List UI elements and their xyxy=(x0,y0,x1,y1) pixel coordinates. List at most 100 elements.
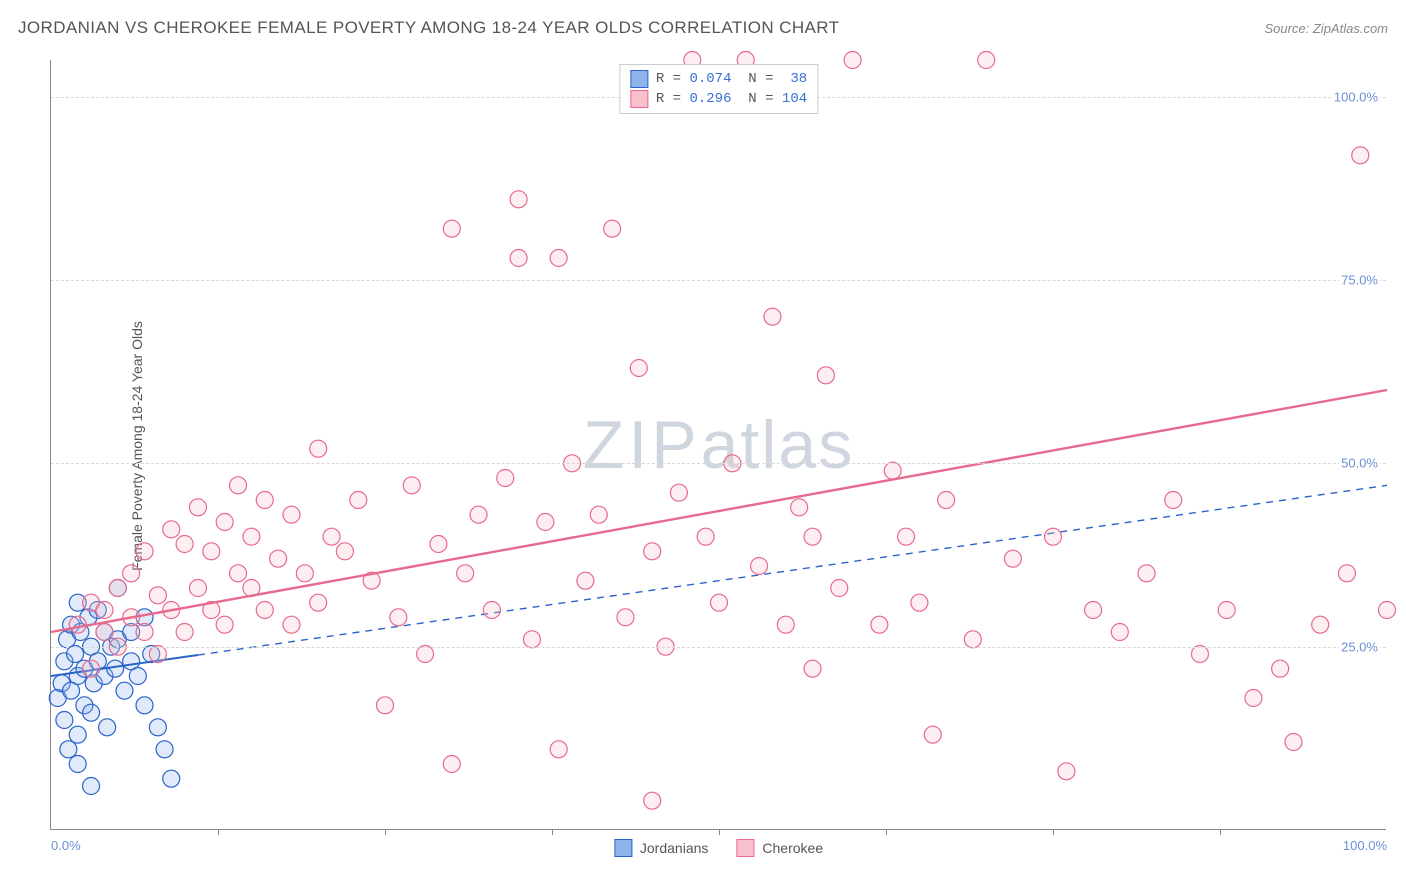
data-point xyxy=(1085,602,1102,619)
data-point xyxy=(978,52,995,69)
data-point xyxy=(230,477,247,494)
x-tick-label: 0.0% xyxy=(51,838,81,853)
data-point xyxy=(777,616,794,633)
data-point xyxy=(69,726,86,743)
data-point xyxy=(844,52,861,69)
legend-swatch xyxy=(614,839,632,857)
data-point xyxy=(1058,763,1075,780)
data-point xyxy=(457,565,474,582)
data-point xyxy=(924,726,941,743)
y-tick-label: 100.0% xyxy=(1332,89,1380,104)
data-point xyxy=(510,250,527,267)
data-point xyxy=(1218,602,1235,619)
data-point xyxy=(617,609,634,626)
data-point xyxy=(67,646,84,663)
data-point xyxy=(83,704,100,721)
data-point xyxy=(523,631,540,648)
data-point xyxy=(470,506,487,523)
data-point xyxy=(550,250,567,267)
data-point xyxy=(123,565,140,582)
data-point xyxy=(1379,602,1396,619)
scatter-chart: ZIPatlas R = 0.074 N = 38R = 0.296 N = 1… xyxy=(50,60,1386,830)
data-point xyxy=(764,308,781,325)
data-point xyxy=(189,499,206,516)
data-point xyxy=(216,514,233,531)
data-point xyxy=(149,719,166,736)
x-tick xyxy=(218,829,219,835)
data-point xyxy=(216,616,233,633)
y-tick-label: 75.0% xyxy=(1339,273,1380,288)
data-point xyxy=(283,506,300,523)
data-point xyxy=(644,543,661,560)
data-point xyxy=(310,594,327,611)
legend-swatch xyxy=(630,90,648,108)
data-point xyxy=(1138,565,1155,582)
data-point xyxy=(390,609,407,626)
data-point xyxy=(670,484,687,501)
legend-item: Jordanians xyxy=(614,839,709,857)
data-point xyxy=(243,528,260,545)
data-point xyxy=(83,778,100,795)
data-point xyxy=(99,719,116,736)
plot-canvas xyxy=(51,60,1386,829)
data-point xyxy=(590,506,607,523)
x-tick xyxy=(552,829,553,835)
legend-label: Cherokee xyxy=(762,840,823,856)
data-point xyxy=(644,792,661,809)
data-point xyxy=(69,616,86,633)
legend-swatch xyxy=(736,839,754,857)
data-point xyxy=(1352,147,1369,164)
data-point xyxy=(898,528,915,545)
data-point xyxy=(1245,690,1262,707)
data-point xyxy=(630,360,647,377)
data-point xyxy=(831,580,848,597)
legend-swatch xyxy=(630,70,648,88)
data-point xyxy=(270,550,287,567)
x-tick-label: 100.0% xyxy=(1343,838,1387,853)
data-point xyxy=(804,660,821,677)
data-point xyxy=(310,440,327,457)
gridline xyxy=(51,463,1386,464)
data-point xyxy=(403,477,420,494)
data-point xyxy=(350,492,367,509)
data-point xyxy=(109,580,126,597)
data-point xyxy=(1004,550,1021,567)
x-tick xyxy=(886,829,887,835)
data-point xyxy=(697,528,714,545)
data-point xyxy=(1191,646,1208,663)
data-point xyxy=(163,521,180,538)
data-point xyxy=(1285,734,1302,751)
data-point xyxy=(96,602,113,619)
data-point xyxy=(964,631,981,648)
data-point xyxy=(443,756,460,773)
data-point xyxy=(417,646,434,663)
data-point xyxy=(116,682,133,699)
gridline xyxy=(51,647,1386,648)
stats-row: R = 0.296 N = 104 xyxy=(630,89,807,109)
data-point xyxy=(430,536,447,553)
correlation-stats-box: R = 0.074 N = 38R = 0.296 N = 104 xyxy=(619,64,818,114)
data-point xyxy=(804,528,821,545)
data-point xyxy=(83,660,100,677)
data-point xyxy=(156,741,173,758)
legend-label: Jordanians xyxy=(640,840,709,856)
data-point xyxy=(1272,660,1289,677)
legend-item: Cherokee xyxy=(736,839,823,857)
y-tick-label: 25.0% xyxy=(1339,639,1380,654)
data-point xyxy=(510,191,527,208)
data-point xyxy=(1045,528,1062,545)
data-point xyxy=(149,646,166,663)
data-point xyxy=(1312,616,1329,633)
data-point xyxy=(176,536,193,553)
data-point xyxy=(149,587,166,604)
source-attribution: Source: ZipAtlas.com xyxy=(1264,21,1388,36)
x-tick xyxy=(1053,829,1054,835)
data-point xyxy=(871,616,888,633)
data-point xyxy=(283,616,300,633)
data-point xyxy=(938,492,955,509)
data-point xyxy=(497,470,514,487)
data-point xyxy=(537,514,554,531)
stats-text: R = 0.296 N = 104 xyxy=(656,91,807,107)
data-point xyxy=(176,624,193,641)
data-point xyxy=(189,580,206,597)
